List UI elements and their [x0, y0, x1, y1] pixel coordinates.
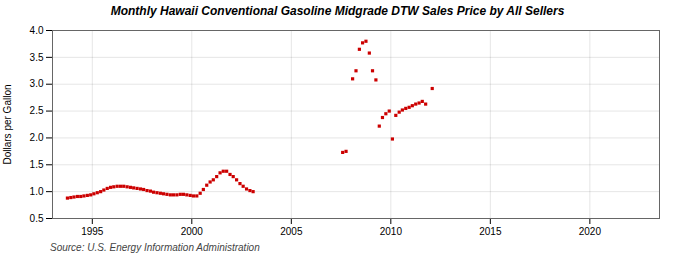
svg-text:2.5: 2.5: [30, 105, 44, 116]
svg-text:2.0: 2.0: [30, 132, 44, 143]
svg-text:3.0: 3.0: [30, 78, 44, 89]
svg-text:3.5: 3.5: [30, 52, 44, 63]
svg-text:2020: 2020: [579, 226, 602, 237]
html-text:Monthly Hawaii Conventional Ga: Monthly Hawaii Conventional Gasoline Mid…: [110, 4, 565, 18]
svg-text:2010: 2010: [380, 226, 403, 237]
svg-text:1995: 1995: [81, 226, 104, 237]
svg-text:4.0: 4.0: [30, 25, 44, 36]
svg-text:2015: 2015: [479, 226, 502, 237]
svg-text:1.5: 1.5: [30, 159, 44, 170]
svg-text:0.5: 0.5: [30, 213, 44, 224]
html-text:Source: U.S. Energy Informatio: Source: U.S. Energy Information Administ…: [50, 242, 260, 253]
svg-text:2005: 2005: [280, 226, 303, 237]
svg-text:Dollars per Gallon: Dollars per Gallon: [2, 84, 13, 164]
svg-text:2000: 2000: [181, 226, 204, 237]
svg-text:1.0: 1.0: [30, 186, 44, 197]
